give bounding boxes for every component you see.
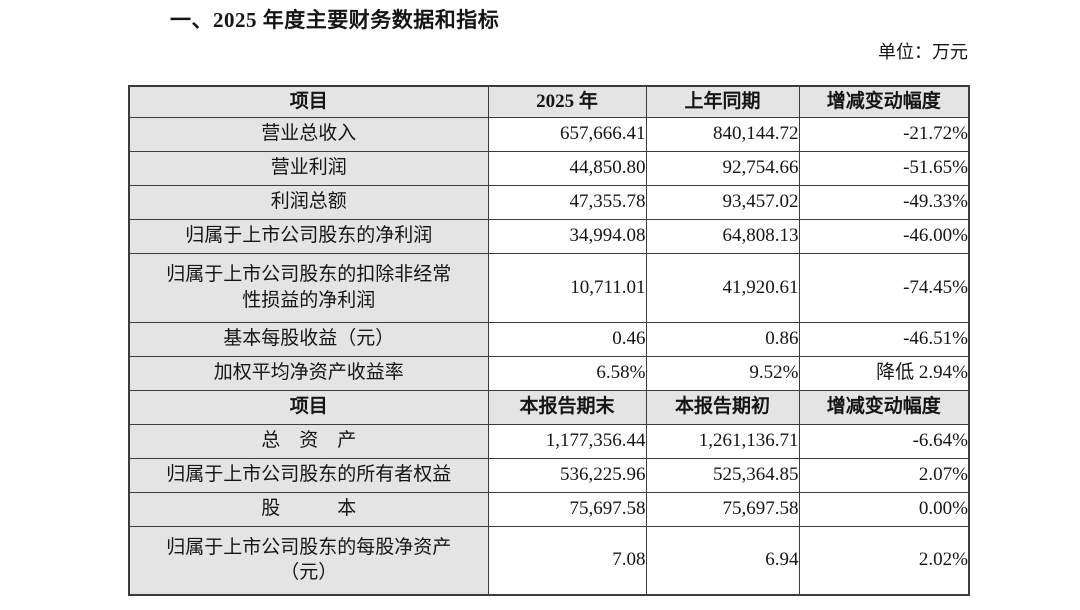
item-cell: 营业利润 — [128, 150, 489, 186]
value-cell-prior: 525,364.85 — [645, 457, 800, 493]
item-cell: 股 本 — [128, 491, 489, 527]
item-cell: 总 资 产 — [128, 423, 489, 459]
table-row-total-revenue: 营业总收入 657,666.41 840,144.72 -21.72% — [128, 116, 970, 152]
change-cell: -6.64% — [798, 423, 970, 459]
value-cell-prior: 75,697.58 — [645, 491, 800, 527]
table-row-net-profit-attributable: 归属于上市公司股东的净利润 34,994.08 64,808.13 -46.00… — [128, 218, 970, 254]
value-cell-current: 6.58% — [487, 355, 647, 391]
table-row-share-capital: 股 本 75,697.58 75,697.58 0.00% — [128, 491, 970, 527]
table-row-net-profit-excl-nonrecurring: 归属于上市公司股东的扣除非经常 性损益的净利润 10,711.01 41,920… — [128, 252, 970, 323]
header-cell-period-end: 本报告期末 — [487, 389, 647, 425]
value-cell-current: 0.46 — [487, 321, 647, 357]
value-cell-current: 47,355.78 — [487, 184, 647, 220]
item-cell: 归属于上市公司股东的净利润 — [128, 218, 489, 254]
item-cell: 归属于上市公司股东的每股净资产 （元） — [128, 525, 489, 596]
table-row-weighted-avg-roe: 加权平均净资产收益率 6.58% 9.52% 降低 2.94% — [128, 355, 970, 391]
table-row-owners-equity: 归属于上市公司股东的所有者权益 536,225.96 525,364.85 2.… — [128, 457, 970, 493]
change-cell: 2.07% — [798, 457, 970, 493]
value-cell-prior: 6.94 — [645, 525, 800, 596]
value-cell-current: 34,994.08 — [487, 218, 647, 254]
table-row-basic-eps: 基本每股收益（元） 0.46 0.86 -46.51% — [128, 321, 970, 357]
header-cell-current: 2025 年 — [487, 85, 647, 118]
change-cell: 2.02% — [798, 525, 970, 596]
value-cell-current: 657,666.41 — [487, 116, 647, 152]
value-cell-prior: 64,808.13 — [645, 218, 800, 254]
item-cell: 归属于上市公司股东的所有者权益 — [128, 457, 489, 493]
header-cell-change: 增减变动幅度 — [798, 389, 970, 425]
change-cell: -46.51% — [798, 321, 970, 357]
change-cell: -49.33% — [798, 184, 970, 220]
value-cell-current: 7.08 — [487, 525, 647, 596]
change-cell: -46.00% — [798, 218, 970, 254]
change-cell: -21.72% — [798, 116, 970, 152]
value-cell-current: 10,711.01 — [487, 252, 647, 323]
table-row-total-profit: 利润总额 47,355.78 93,457.02 -49.33% — [128, 184, 970, 220]
value-cell-current: 75,697.58 — [487, 491, 647, 527]
change-cell: -74.45% — [798, 252, 970, 323]
table-row-operating-profit: 营业利润 44,850.80 92,754.66 -51.65% — [128, 150, 970, 186]
table-header-row-income: 项目 2025 年 上年同期 增减变动幅度 — [128, 85, 970, 118]
item-cell: 加权平均净资产收益率 — [128, 355, 489, 391]
item-cell: 利润总额 — [128, 184, 489, 220]
change-cell: 降低 2.94% — [798, 355, 970, 391]
value-cell-prior: 9.52% — [645, 355, 800, 391]
page-title: 一、2025 年度主要财务数据和指标 — [170, 8, 500, 32]
header-cell-item: 项目 — [128, 85, 489, 118]
value-cell-current: 1,177,356.44 — [487, 423, 647, 459]
header-cell-period-begin: 本报告期初 — [645, 389, 800, 425]
header-cell-item: 项目 — [128, 389, 489, 425]
value-cell-prior: 41,920.61 — [645, 252, 800, 323]
item-cell: 营业总收入 — [128, 116, 489, 152]
value-cell-current: 44,850.80 — [487, 150, 647, 186]
table-row-total-assets: 总 资 产 1,177,356.44 1,261,136.71 -6.64% — [128, 423, 970, 459]
financial-table: 项目 2025 年 上年同期 增减变动幅度 营业总收入 657,666.41 8… — [128, 85, 970, 596]
table-header-row-balance: 项目 本报告期末 本报告期初 增减变动幅度 — [128, 389, 970, 425]
value-cell-prior: 92,754.66 — [645, 150, 800, 186]
header-cell-prior: 上年同期 — [645, 85, 800, 118]
table-row-net-assets-per-share: 归属于上市公司股东的每股净资产 （元） 7.08 6.94 2.02% — [128, 525, 970, 596]
value-cell-prior: 0.86 — [645, 321, 800, 357]
item-cell: 归属于上市公司股东的扣除非经常 性损益的净利润 — [128, 252, 489, 323]
value-cell-prior: 93,457.02 — [645, 184, 800, 220]
value-cell-prior: 840,144.72 — [645, 116, 800, 152]
item-cell: 基本每股收益（元） — [128, 321, 489, 357]
change-cell: 0.00% — [798, 491, 970, 527]
value-cell-current: 536,225.96 — [487, 457, 647, 493]
value-cell-prior: 1,261,136.71 — [645, 423, 800, 459]
unit-label: 单位：万元 — [878, 42, 968, 62]
change-cell: -51.65% — [798, 150, 970, 186]
header-cell-change: 增减变动幅度 — [798, 85, 970, 118]
